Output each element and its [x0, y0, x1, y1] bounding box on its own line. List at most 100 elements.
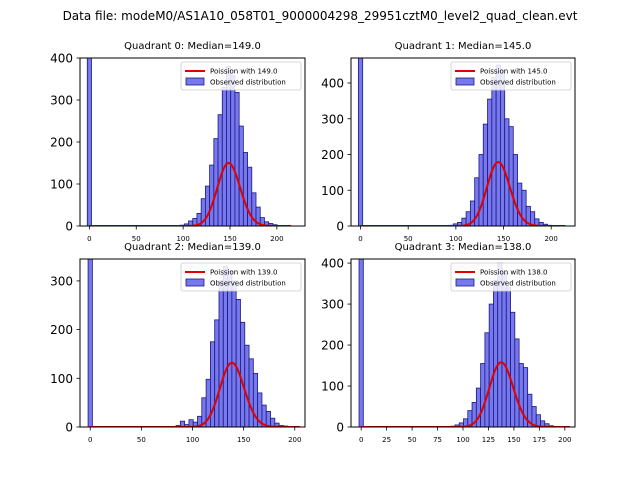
legend-label-poisson: Poission with 139.0 — [210, 269, 278, 277]
legend-bar-swatch — [186, 78, 204, 85]
y-tick-label: 300 — [321, 112, 344, 126]
legend-label-observed: Observed distribution — [210, 79, 286, 87]
poisson-curve — [89, 163, 291, 226]
y-tick-label: 0 — [65, 220, 73, 234]
x-tick-label: 200 — [288, 436, 301, 444]
histogram-bar — [87, 58, 91, 226]
x-tick-label: 100 — [456, 436, 469, 444]
legend-bar-swatch — [456, 78, 474, 85]
histogram-bar — [210, 165, 214, 226]
legend: Poission with 145.0 Observed distribution — [451, 62, 571, 90]
x-tick-label: 200 — [558, 436, 571, 444]
x-tick-label: 50 — [408, 436, 417, 444]
legend: Poission with 138.0 Observed distribution — [451, 263, 571, 291]
panel-3: Quadrant 3: Median=138.0 0 25 50 75 100 125 150… — [321, 242, 575, 444]
histogram-bar — [359, 259, 363, 427]
x-tick-label: 100 — [186, 436, 199, 444]
histogram-bar — [240, 322, 244, 427]
histogram-bar — [88, 259, 92, 427]
histogram-bar — [231, 76, 235, 226]
histogram-bar — [479, 155, 483, 226]
legend-label-poisson: Poission with 149.0 — [210, 68, 278, 76]
histogram-bar — [205, 186, 209, 226]
histogram-bar — [228, 271, 232, 427]
legend-label-observed: Observed distribution — [210, 280, 286, 288]
x-tick-label: 200 — [270, 235, 283, 243]
y-tick-label: 0 — [336, 421, 344, 435]
legend-label-poisson: Poission with 145.0 — [480, 68, 548, 76]
legend: Poission with 139.0 Observed distribution — [181, 263, 301, 291]
y-tick-label: 200 — [321, 339, 344, 353]
y-tick-label: 100 — [50, 178, 73, 192]
histogram-bar — [218, 115, 222, 226]
histogram-bar — [513, 155, 517, 226]
x-tick-label: 0 — [359, 436, 363, 444]
histogram-bar — [219, 281, 223, 427]
legend-bar-swatch — [186, 279, 204, 286]
y-tick-label: 0 — [336, 220, 344, 234]
panel-title: Quadrant 3: Median=138.0 — [395, 242, 532, 253]
histogram-bar — [515, 339, 519, 427]
histogram-bar — [483, 124, 487, 226]
histogram-bar — [249, 359, 253, 427]
histogram-bar — [500, 71, 504, 226]
x-tick-label: 25 — [382, 436, 391, 444]
panel-title: Quadrant 0: Median=149.0 — [124, 41, 261, 52]
y-tick-label: 400 — [321, 257, 344, 271]
histogram-bar — [502, 273, 506, 427]
x-tick-label: 0 — [358, 235, 362, 243]
y-tick-label: 200 — [50, 323, 73, 337]
legend-label-poisson: Poission with 138.0 — [480, 269, 548, 277]
x-tick-label: 150 — [507, 436, 520, 444]
x-tick-label: 0 — [87, 235, 91, 243]
histogram-bar — [236, 299, 240, 427]
histogram-bar — [239, 126, 243, 226]
histogram-bar — [215, 320, 219, 427]
histogram-bar — [243, 153, 247, 227]
y-tick-label: 400 — [321, 77, 344, 91]
histogram-bar — [235, 92, 239, 226]
legend-label-observed: Observed distribution — [480, 79, 556, 87]
y-tick-label: 300 — [50, 94, 73, 108]
histogram-bar — [506, 288, 510, 427]
histogram-bar — [222, 87, 226, 226]
legend: Poission with 149.0 Observed distribution — [181, 62, 301, 90]
histogram-bar — [489, 304, 493, 427]
y-tick-label: 300 — [50, 274, 73, 288]
histogram-bar — [214, 139, 218, 226]
legend-bar-swatch — [456, 279, 474, 286]
histogram-bar — [511, 312, 515, 427]
x-tick-label: 125 — [482, 436, 495, 444]
y-tick-label: 200 — [321, 148, 344, 162]
y-tick-label: 400 — [50, 52, 73, 66]
figure-title: Data file: modeM0/AS1A10_058T01_90000042… — [63, 9, 578, 23]
histogram-bar — [481, 363, 485, 427]
histogram-bar — [485, 333, 489, 427]
x-tick-label: 200 — [544, 235, 557, 243]
histogram-bar — [488, 99, 492, 226]
histogram-bar — [519, 363, 523, 427]
histogram-bar — [492, 78, 496, 226]
histogram-bar — [358, 58, 362, 226]
x-tick-label: 75 — [433, 436, 442, 444]
y-tick-label: 100 — [50, 372, 73, 386]
histogram-bar — [493, 280, 497, 427]
legend-label-observed: Observed distribution — [480, 280, 556, 288]
y-tick-label: 100 — [321, 380, 344, 394]
x-tick-label: 150 — [237, 436, 250, 444]
y-tick-label: 200 — [50, 136, 73, 150]
panels: Quadrant 0: Median=149.0 0 50 100 150 200 0 100… — [50, 41, 575, 444]
histogram-bar — [509, 127, 513, 226]
x-tick-label: 175 — [533, 436, 546, 444]
y-tick-label: 300 — [321, 298, 344, 312]
y-tick-label: 0 — [65, 421, 73, 435]
histogram-bar — [518, 183, 522, 226]
y-tick-label: 100 — [321, 184, 344, 198]
histogram-bar — [232, 281, 236, 427]
x-tick-label: 0 — [88, 436, 92, 444]
histogram-bar — [245, 345, 249, 427]
